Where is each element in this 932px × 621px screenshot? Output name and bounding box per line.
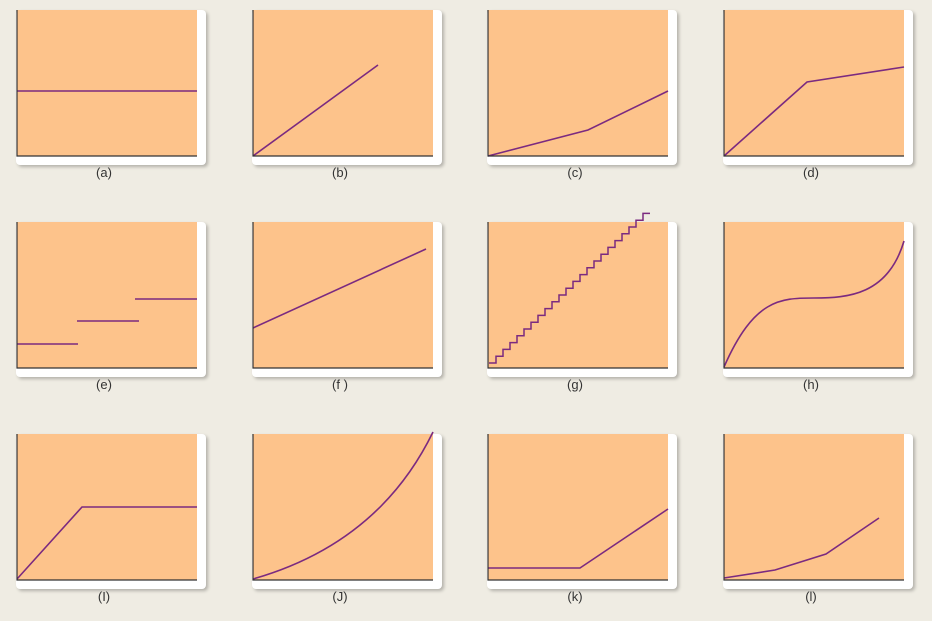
panel-caption: (J) — [332, 589, 348, 604]
plot — [723, 434, 904, 581]
panel-caption: (d) — [803, 165, 819, 180]
panel-caption: (l) — [805, 589, 817, 604]
axes — [723, 222, 904, 369]
plot-area — [724, 434, 904, 580]
axes — [16, 434, 197, 581]
plot-area — [17, 222, 197, 368]
panel-e: (e) — [13, 219, 209, 407]
panel-caption: (b) — [332, 165, 348, 180]
plot — [252, 431, 434, 581]
panel-caption: (c) — [567, 165, 583, 180]
plot — [252, 10, 433, 157]
axes — [16, 222, 197, 369]
curve-line — [252, 431, 434, 580]
plot-area — [724, 10, 904, 156]
curve-line — [723, 517, 880, 579]
plot — [487, 10, 669, 157]
panel-j: (J) — [249, 431, 445, 619]
plot-area — [253, 222, 433, 368]
curve-line — [489, 212, 650, 364]
plot-area — [253, 434, 433, 580]
panel-caption: (e) — [96, 377, 112, 392]
panel-d: (d) — [720, 7, 916, 195]
curve-line — [16, 506, 197, 580]
curve-line — [17, 298, 197, 345]
panel-h: (h) — [720, 219, 916, 407]
axes — [252, 222, 433, 369]
axes — [487, 434, 668, 581]
curve-line — [723, 240, 905, 368]
panel-f: (f ) — [249, 219, 445, 407]
panel-l: (l) — [720, 431, 916, 619]
axes — [723, 434, 904, 581]
plot — [252, 222, 433, 369]
axes — [252, 10, 433, 157]
panel-a: (a) — [13, 7, 209, 195]
axes — [487, 222, 668, 369]
plot — [487, 212, 668, 369]
panel-caption: (g) — [567, 377, 583, 392]
plot-area — [488, 10, 668, 156]
panel-caption: (k) — [567, 589, 583, 604]
plot-area — [488, 222, 668, 368]
curve-line — [723, 66, 905, 157]
panel-b: (b) — [249, 7, 445, 195]
axes — [487, 10, 668, 157]
plot — [723, 222, 905, 369]
plot-area — [17, 10, 197, 156]
plot-area — [724, 222, 904, 368]
plot-area — [488, 434, 668, 580]
panel-caption: (f ) — [332, 377, 348, 392]
plot — [723, 10, 905, 157]
panel-i: (I) — [13, 431, 209, 619]
panel-caption: (h) — [803, 377, 819, 392]
panel-caption: (a) — [96, 165, 112, 180]
panel-caption: (I) — [97, 589, 111, 604]
curve-line — [488, 508, 669, 569]
plot — [487, 434, 669, 581]
panel-g: (g) — [484, 212, 680, 407]
axes — [252, 434, 433, 581]
curve-line — [252, 64, 379, 157]
curve-line — [487, 90, 669, 157]
plot — [16, 434, 197, 581]
plot — [16, 10, 197, 157]
panel-k: (k) — [484, 431, 680, 619]
axes — [16, 10, 197, 157]
curve-line — [252, 248, 427, 329]
plot-area — [253, 10, 433, 156]
plot — [16, 222, 197, 369]
axes — [723, 10, 904, 157]
panel-c: (c) — [484, 7, 680, 195]
